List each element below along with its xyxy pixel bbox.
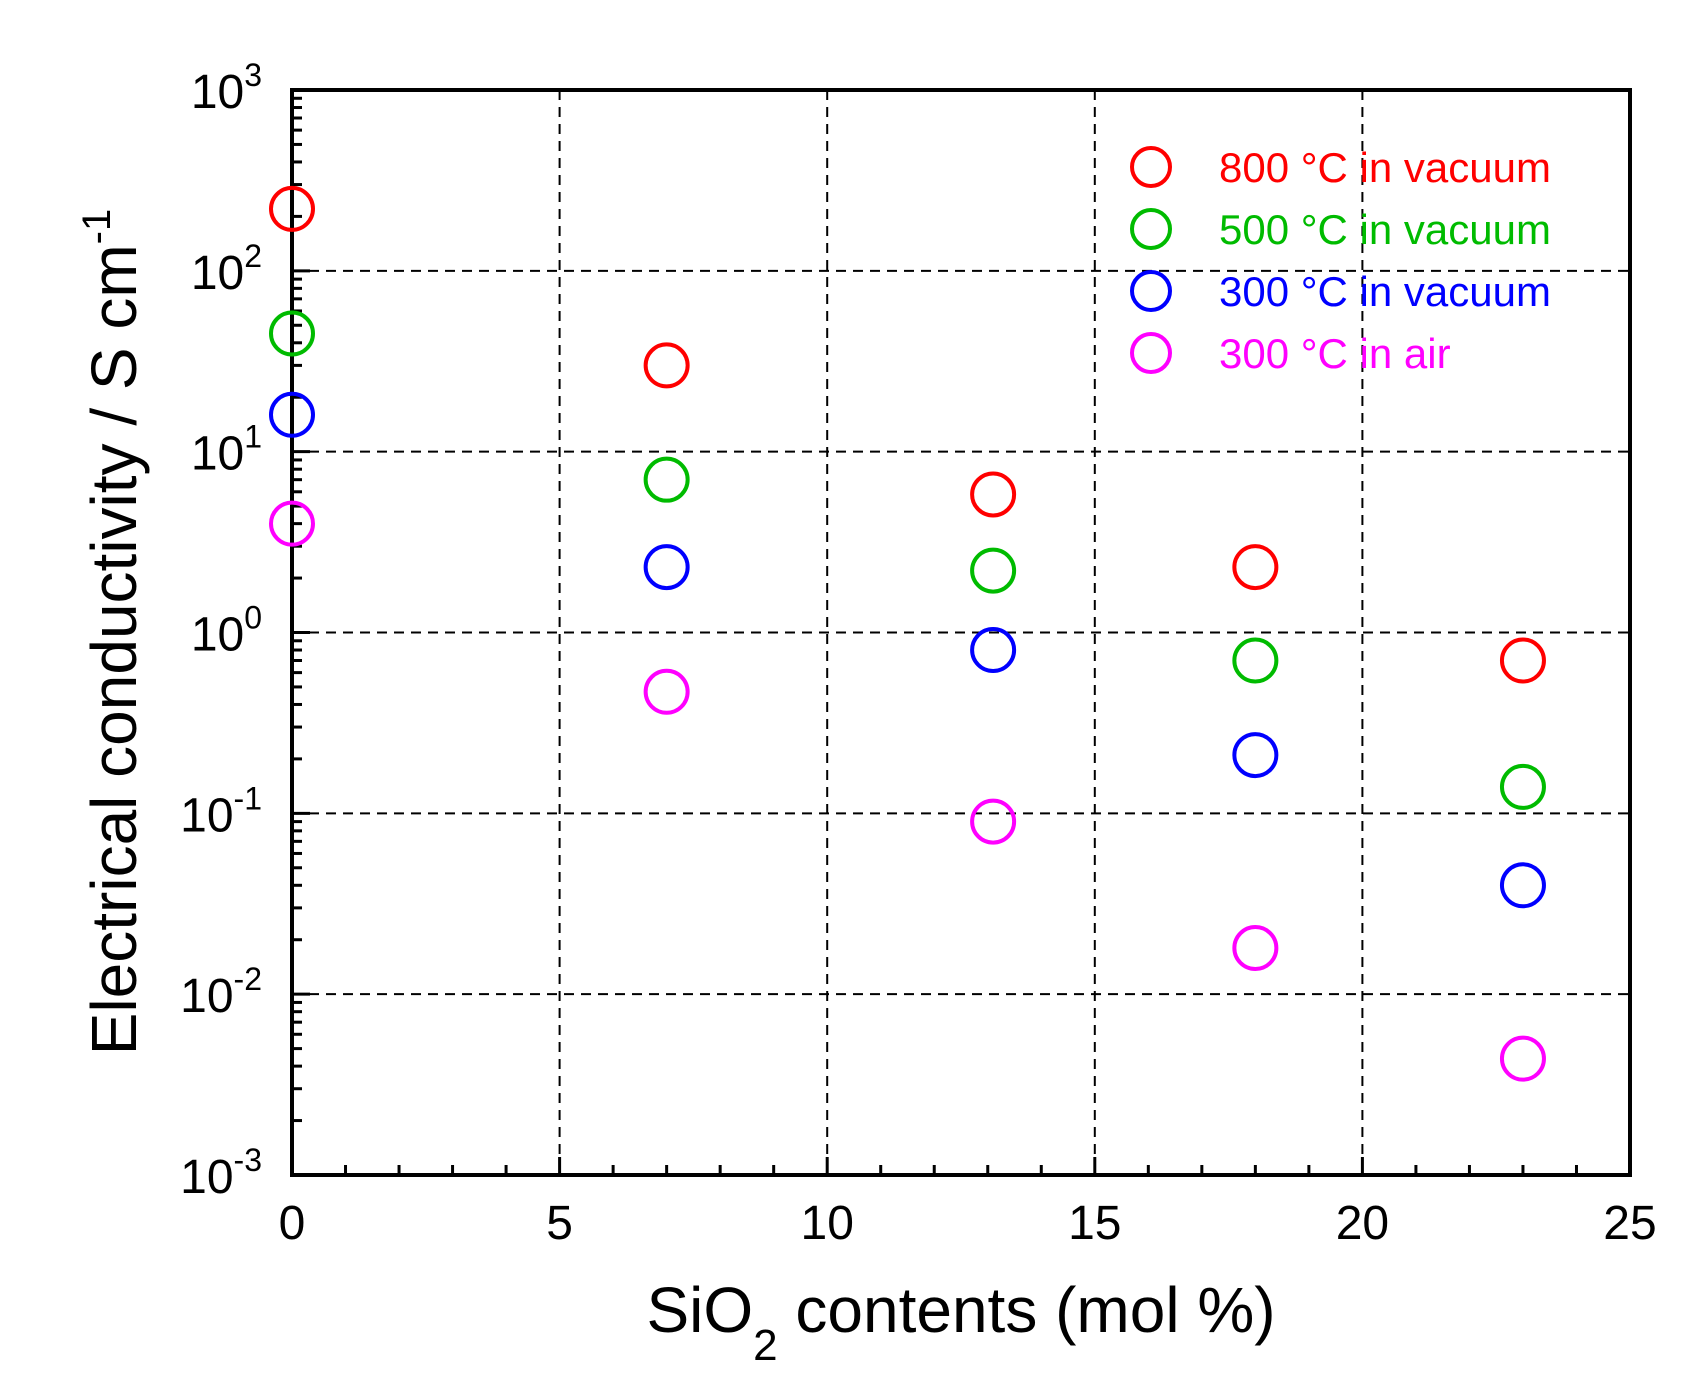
data-point: [1499, 862, 1546, 909]
x-tick-label: 0: [279, 1197, 306, 1250]
data-point: [643, 544, 690, 591]
data-point: [1232, 732, 1279, 779]
y-tick-label: 10-1: [180, 780, 262, 842]
data-point: [970, 547, 1017, 594]
legend-marker: [1130, 208, 1172, 250]
data-point: [643, 456, 690, 503]
x-axis-title: SiO2 contents (mol %): [646, 1274, 1275, 1370]
x-tick-label: 25: [1603, 1197, 1656, 1250]
y-tick-label: 100: [191, 600, 262, 662]
data-point: [970, 798, 1017, 845]
y-tick-label: 10-3: [180, 1142, 262, 1204]
y-tick-labels: 103 102 101 100 10-1 10-2 10-3: [180, 57, 262, 1204]
y-tick-label: 102: [191, 238, 262, 300]
data-point: [269, 500, 315, 547]
x-tick-label: 15: [1068, 1197, 1121, 1250]
y-tick-label: 103: [191, 57, 262, 119]
data-point: [643, 668, 690, 715]
legend-label: 300 °C in air: [1219, 330, 1451, 377]
legend-label: 800 °C in vacuum: [1219, 144, 1551, 191]
data-point: [1232, 637, 1279, 684]
data-point: [970, 471, 1017, 518]
minor-ticks: [290, 96, 1632, 1177]
x-tick-label: 20: [1336, 1197, 1389, 1250]
legend-label: 300 °C in vacuum: [1219, 268, 1551, 315]
y-tick-label: 101: [191, 419, 262, 481]
data-point: [269, 391, 315, 438]
data-point: [269, 185, 315, 232]
data-point: [1499, 637, 1546, 684]
legend-marker: [1130, 146, 1172, 188]
y-tick-label: 10-2: [180, 961, 262, 1023]
data-points: [269, 185, 1546, 1082]
legend-marker: [1130, 332, 1172, 374]
y-axis-title: Electrical conductivity / S cm-1: [75, 209, 150, 1055]
data-point: [1232, 544, 1279, 591]
legend-marker: [1130, 270, 1172, 312]
data-point: [643, 342, 690, 389]
x-tick-labels: 0 5 10 15 20 25: [279, 1197, 1657, 1250]
legend-label: 500 °C in vacuum: [1219, 206, 1551, 253]
data-point: [1499, 1035, 1546, 1082]
grid-lines: [292, 90, 1630, 1175]
legend: 800 °C in vacuum 500 °C in vacuum 300 °C i…: [1130, 144, 1551, 377]
x-tick-label: 10: [801, 1197, 854, 1250]
plot-frame: [290, 88, 1632, 1177]
data-point: [1232, 925, 1279, 972]
data-point: [970, 627, 1017, 674]
data-point: [1499, 763, 1546, 810]
x-tick-label: 5: [546, 1197, 573, 1250]
data-point: [269, 310, 315, 357]
